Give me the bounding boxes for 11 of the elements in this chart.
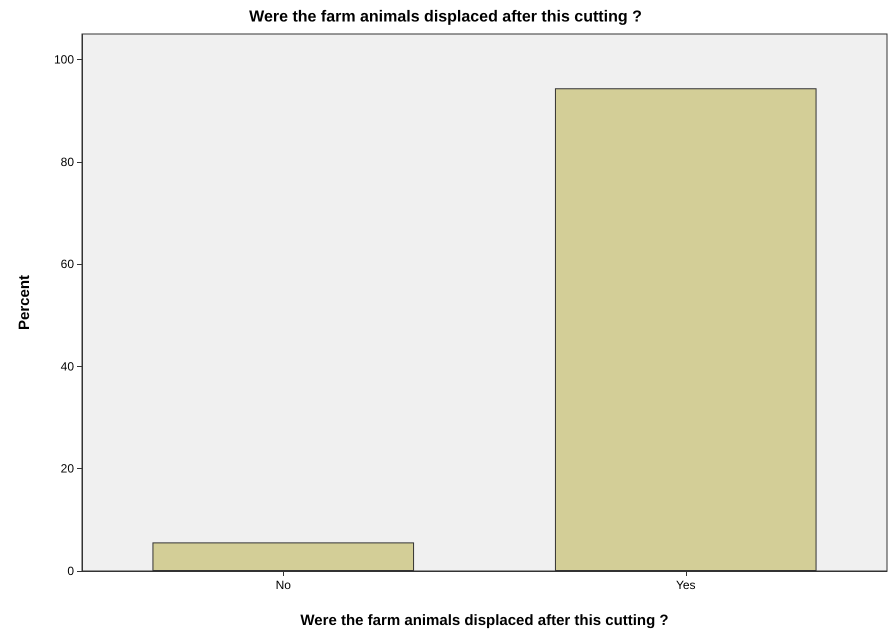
y-tick-label: 40	[60, 359, 74, 374]
y-tick-label: 0	[67, 564, 74, 578]
y-tick-label: 100	[54, 52, 74, 67]
y-axis-title: Percent	[16, 274, 33, 330]
y-tick-label: 80	[60, 154, 74, 169]
x-tick-label: No	[276, 578, 292, 592]
chart-title: Were the farm animals displaced after this cutting ?	[249, 8, 642, 26]
y-tick-label: 60	[60, 257, 74, 272]
x-tick-label: Yes	[676, 578, 696, 592]
y-tick-label: 20	[60, 462, 74, 476]
x-axis-title: Were the farm animals displaced after this cutting ?	[300, 612, 669, 629]
